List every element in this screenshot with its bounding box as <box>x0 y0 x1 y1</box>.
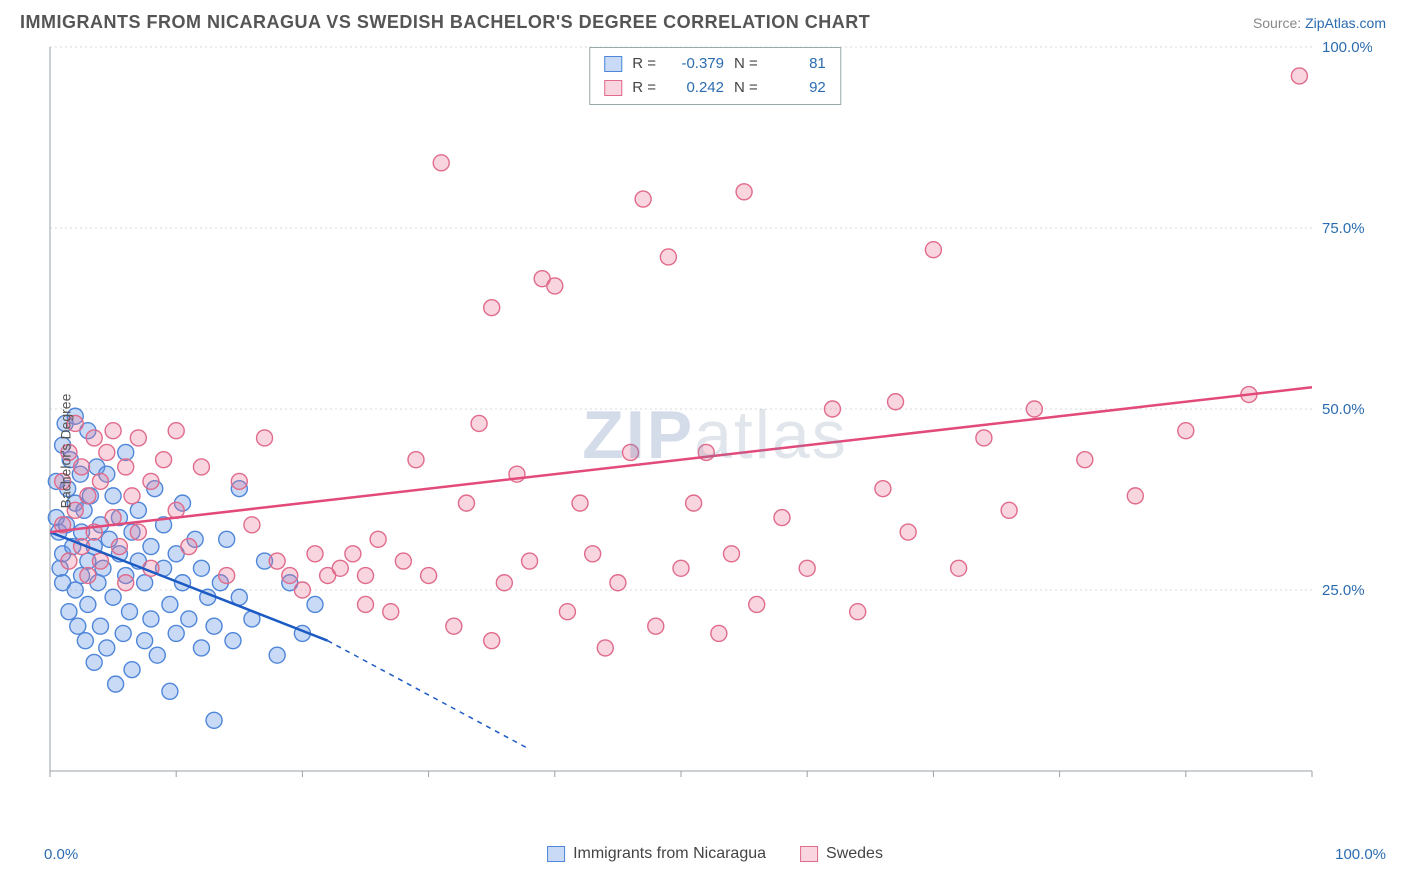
x-axis-max-label: 100.0% <box>1335 846 1386 863</box>
legend-swatch-swedes <box>800 846 818 862</box>
stats-legend: R = -0.379 N = 81 R = 0.242 N = 92 <box>589 47 841 105</box>
source-attribution: Source: ZipAtlas.com <box>1253 15 1386 31</box>
r-label-1: R = <box>632 76 656 100</box>
r-label-0: R = <box>632 52 656 76</box>
x-axis-min-label: 0.0% <box>44 846 78 863</box>
stats-row-nicaragua: R = -0.379 N = 81 <box>604 52 826 76</box>
legend-label-nicaragua: Immigrants from Nicaragua <box>573 845 766 863</box>
swatch-swedes <box>604 80 622 96</box>
scatter-plot-svg: 25.0% 50.0% 75.0% 100.0% <box>42 41 1372 801</box>
svg-text:25.0%: 25.0% <box>1322 582 1365 599</box>
r-value-1: 0.242 <box>666 76 724 100</box>
chart-area: Bachelor's Degree ZIPatlas 25.0%50.0%75.… <box>42 41 1388 861</box>
source-link[interactable]: ZipAtlas.com <box>1305 15 1386 31</box>
source-prefix: Source: <box>1253 15 1305 31</box>
stats-row-swedes: R = 0.242 N = 92 <box>604 76 826 100</box>
n-value-0: 81 <box>768 52 826 76</box>
legend-swatch-nicaragua <box>547 846 565 862</box>
svg-text:100.0%: 100.0% <box>1322 41 1372 56</box>
swatch-nicaragua <box>604 56 622 72</box>
legend-label-swedes: Swedes <box>826 845 883 863</box>
chart-title: IMMIGRANTS FROM NICARAGUA VS SWEDISH BAC… <box>20 12 870 33</box>
legend-item-swedes: Swedes <box>800 845 883 863</box>
legend-item-nicaragua: Immigrants from Nicaragua <box>547 845 766 863</box>
svg-text:50.0%: 50.0% <box>1322 401 1365 418</box>
r-value-0: -0.379 <box>666 52 724 76</box>
n-label-0: N = <box>734 52 758 76</box>
y-axis-label: Bachelor's Degree <box>57 394 73 509</box>
n-label-1: N = <box>734 76 758 100</box>
n-value-1: 92 <box>768 76 826 100</box>
svg-text:75.0%: 75.0% <box>1322 220 1365 237</box>
series-legend: Immigrants from Nicaragua Swedes <box>547 845 883 863</box>
